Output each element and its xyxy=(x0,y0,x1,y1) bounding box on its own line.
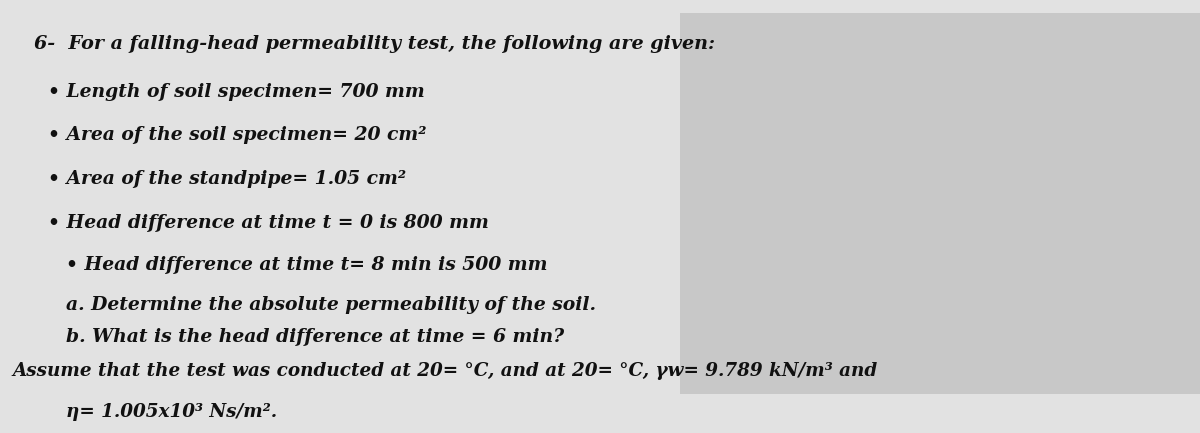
Text: 6-  For a falling-head permeability test, the following are given:: 6- For a falling-head permeability test,… xyxy=(34,35,715,53)
FancyBboxPatch shape xyxy=(680,13,1200,394)
Text: Assume that the test was conducted at 20= °C, and at 20= °C, γw= 9.789 kN/m³ and: Assume that the test was conducted at 20… xyxy=(12,362,877,380)
Text: • Area of the standpipe= 1.05 cm²: • Area of the standpipe= 1.05 cm² xyxy=(48,170,406,188)
Text: • Head difference at time t = 0 is 800 mm: • Head difference at time t = 0 is 800 m… xyxy=(48,214,488,232)
Text: η= 1.005x10³ Ns/m².: η= 1.005x10³ Ns/m². xyxy=(66,404,277,421)
Text: b. What is the head difference at time = 6 min?: b. What is the head difference at time =… xyxy=(66,328,564,346)
Text: • Head difference at time t= 8 min is 500 mm: • Head difference at time t= 8 min is 50… xyxy=(66,256,547,274)
Text: • Length of soil specimen= 700 mm: • Length of soil specimen= 700 mm xyxy=(48,83,425,100)
Text: • Area of the soil specimen= 20 cm²: • Area of the soil specimen= 20 cm² xyxy=(48,126,426,145)
FancyBboxPatch shape xyxy=(0,13,680,394)
Text: a. Determine the absolute permeability of the soil.: a. Determine the absolute permeability o… xyxy=(66,296,596,314)
